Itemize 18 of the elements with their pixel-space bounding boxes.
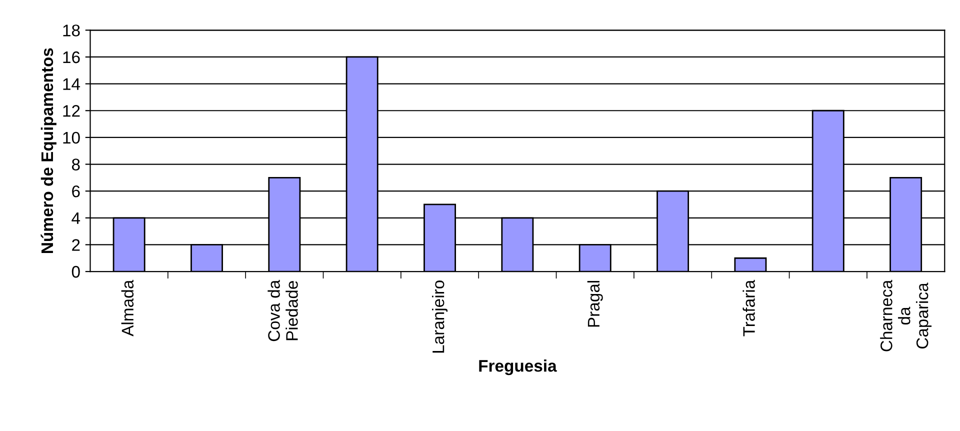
x-tick-label: Charneca da Caparica bbox=[880, 280, 932, 352]
x-tick-label: Laranjeiro bbox=[432, 280, 448, 353]
y-tick-label: 0 bbox=[72, 266, 80, 278]
y-tick-label: 16 bbox=[63, 51, 80, 64]
y-tick-label: 12 bbox=[63, 105, 80, 117]
y-axis-title: Número de Equipamentos bbox=[40, 48, 56, 253]
y-tick-label: 8 bbox=[72, 158, 80, 170]
y-tick-label: 2 bbox=[72, 239, 80, 251]
y-tick-label: 14 bbox=[63, 78, 80, 90]
y-tick-label: 6 bbox=[72, 185, 80, 198]
x-axis-title: Freguesia bbox=[479, 360, 557, 376]
x-tick-label: Trafaria bbox=[742, 280, 755, 336]
x-tick-label: Almada bbox=[121, 280, 134, 336]
y-tick-label: 18 bbox=[63, 24, 80, 36]
x-tick-label: Pragal bbox=[587, 280, 603, 327]
y-tick-label: 10 bbox=[63, 132, 80, 144]
x-tick-label: Cova da Piedade bbox=[268, 280, 298, 342]
y-tick-label: 4 bbox=[72, 212, 80, 224]
